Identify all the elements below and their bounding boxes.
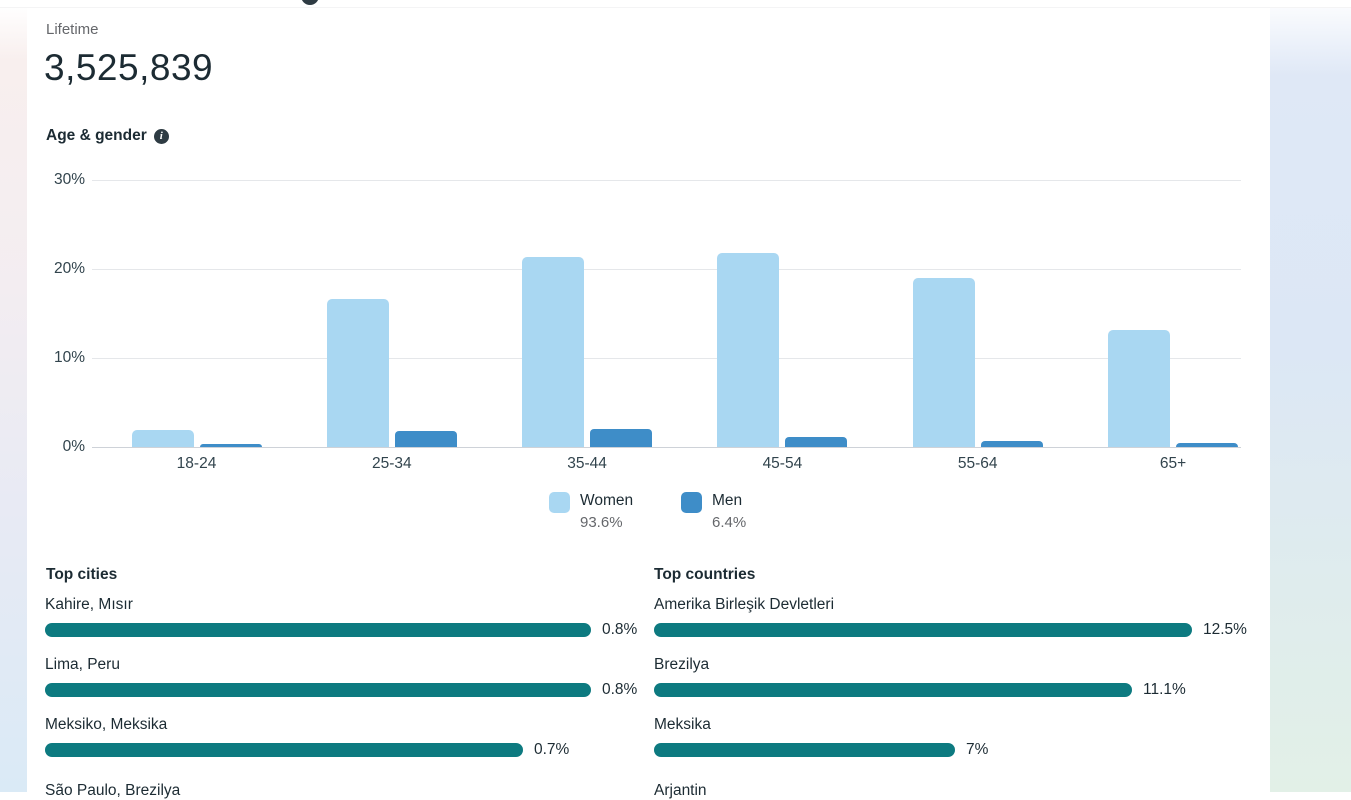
- legend-pct-women: 93.6%: [580, 514, 623, 531]
- bar-women-65+[interactable]: [1108, 330, 1170, 447]
- list-item-label: Meksika: [654, 716, 711, 733]
- list-item-bar[interactable]: [45, 683, 591, 697]
- list-item-value: 0.7%: [534, 741, 570, 758]
- list-item-label: Brezilya: [654, 656, 710, 673]
- bar-men-18-24[interactable]: [199, 444, 262, 447]
- bar-men-25-34[interactable]: [394, 431, 457, 447]
- list-item: Meksiko, Meksika 0.7%: [45, 716, 645, 776]
- legend-pct-men: 6.4%: [712, 514, 747, 531]
- list-item: Brezilya 11.1%: [654, 656, 1274, 716]
- page-background-gradient-right: [1270, 5, 1351, 792]
- top-countries-list: Amerika Birleşik Devletleri 12.5% Brezilya…: [654, 596, 1274, 799]
- list-item-bar[interactable]: [654, 683, 1132, 697]
- x-axis-tick-65+: 65+: [1159, 455, 1187, 472]
- list-item-bar[interactable]: [45, 743, 523, 757]
- legend-label-men: Men: [712, 492, 743, 509]
- gridline-30%: [92, 180, 1241, 181]
- info-icon[interactable]: [301, 0, 319, 5]
- list-item-label-cutoff: São Paulo, Brezilya: [45, 782, 181, 799]
- age-gender-title: Age & gender i: [46, 127, 169, 145]
- y-axis-tick-20%: 20%: [53, 260, 85, 277]
- list-item-value: 7%: [966, 741, 989, 758]
- list-item-label: Meksiko, Meksika: [45, 716, 168, 733]
- list-item-bar[interactable]: [45, 623, 591, 637]
- legend-label-women: Women: [580, 492, 634, 509]
- list-item-bar[interactable]: [654, 743, 955, 757]
- clipped-section-header: Followers: [0, 0, 1351, 8]
- gridline-20%: [92, 269, 1241, 270]
- bar-women-18-24[interactable]: [131, 430, 194, 447]
- list-item: Kahire, Mısır 0.8%: [45, 596, 645, 656]
- x-axis-tick-55-64: 55-64: [957, 455, 998, 472]
- chart-legend: Women 93.6% Men 6.4%: [0, 488, 1351, 538]
- bar-men-35-44[interactable]: [590, 429, 653, 447]
- list-item-value: 0.8%: [602, 621, 638, 638]
- list-item-label: Lima, Peru: [45, 656, 120, 673]
- legend-swatch-men: [681, 492, 702, 513]
- list-item: Amerika Birleşik Devletleri 12.5%: [654, 596, 1274, 656]
- lifetime-label: Lifetime: [46, 21, 99, 38]
- y-axis-tick-0%: 0%: [62, 438, 85, 455]
- list-item-label: Amerika Birleşik Devletleri: [654, 596, 835, 613]
- clipped-header-title: Followers: [45, 0, 160, 7]
- gridline-0%: [92, 447, 1241, 448]
- list-item-label-cutoff: Arjantin: [654, 782, 707, 799]
- list-item-value: 11.1%: [1143, 681, 1186, 698]
- x-axis-tick-35-44: 35-44: [567, 455, 607, 472]
- list-item-bar[interactable]: [654, 623, 1192, 637]
- list-item-value: 12.5%: [1203, 621, 1247, 638]
- legend-swatch-women: [549, 492, 570, 513]
- info-icon[interactable]: i: [153, 128, 169, 144]
- followers-total-value: 3,525,839: [44, 47, 214, 88]
- bar-women-45-54[interactable]: [717, 253, 780, 447]
- bar-men-65+[interactable]: [1176, 443, 1238, 447]
- bar-men-55-64[interactable]: [980, 441, 1043, 447]
- list-item: Meksika 7%: [654, 716, 1274, 776]
- page-background-gradient-left: [0, 5, 27, 792]
- list-item-value: 0.8%: [602, 681, 638, 698]
- age-gender-title-text: Age & gender: [46, 127, 147, 144]
- list-item: Lima, Peru 0.8%: [45, 656, 645, 716]
- top-cities-list: Kahire, Mısır 0.8% Lima, Peru 0.8% Meksiko, …: [45, 596, 645, 799]
- top-countries-title: Top countries: [654, 566, 756, 583]
- y-axis-tick-10%: 10%: [53, 349, 85, 366]
- x-axis-tick-18-24: 18-24: [176, 455, 217, 472]
- bar-women-35-44[interactable]: [522, 257, 585, 447]
- top-cities-title: Top cities: [46, 566, 118, 583]
- age-gender-chart: 30% 20% 10% 0% 18-24 25-34 35-44 45-54 55-64 65+: [0, 165, 1351, 485]
- x-axis-tick-45-54: 45-54: [762, 455, 803, 472]
- bar-men-45-54[interactable]: [785, 437, 848, 447]
- y-axis-tick-30%: 30%: [53, 171, 85, 188]
- gridline-10%: [92, 358, 1241, 359]
- list-item-label: Kahire, Mısır: [45, 596, 133, 613]
- x-axis-tick-25-34: 25-34: [371, 455, 412, 472]
- bar-women-25-34[interactable]: [326, 299, 389, 447]
- bar-women-55-64[interactable]: [912, 278, 975, 447]
